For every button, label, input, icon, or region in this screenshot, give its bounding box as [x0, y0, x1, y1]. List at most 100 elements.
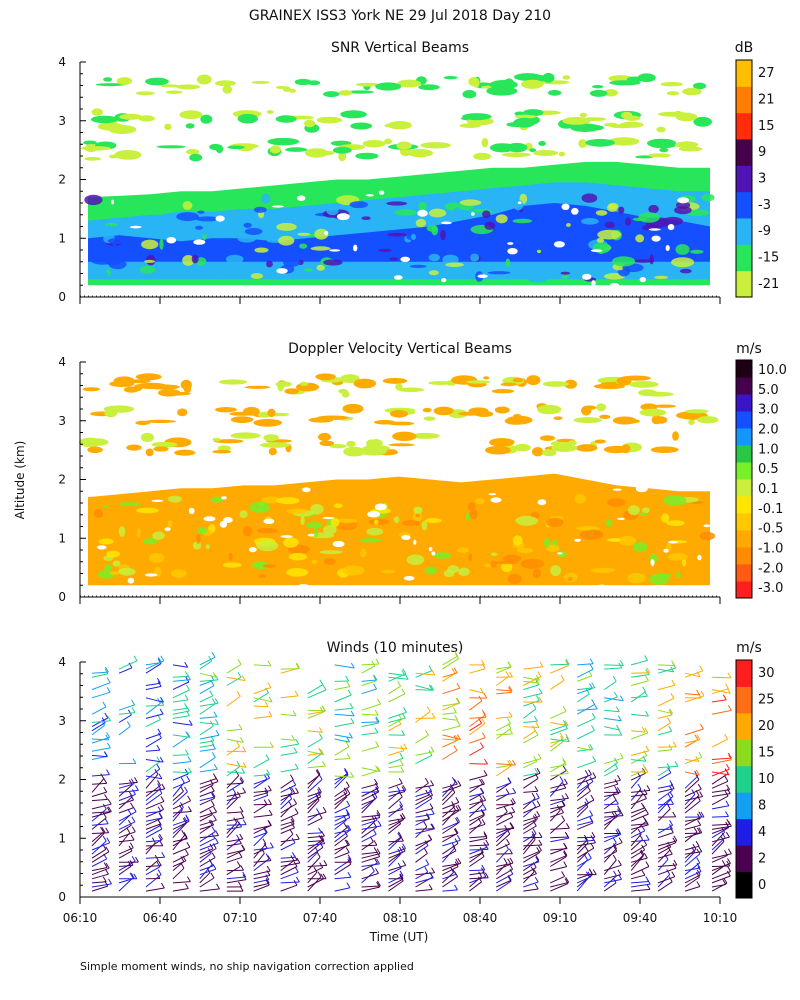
- cloud-patch: [420, 142, 451, 149]
- wind-barb: [684, 851, 702, 855]
- wind-barb: [523, 758, 542, 765]
- wind-barb-flag: [672, 741, 677, 747]
- wind-barb: [496, 843, 510, 851]
- wind-barb-flag: [160, 697, 164, 703]
- wind-barb: [415, 877, 434, 884]
- wind-barb-flag: [615, 706, 620, 713]
- cloud-patch: [382, 377, 408, 384]
- wind-barb-flag: [534, 813, 539, 819]
- cloud-patch: [174, 449, 196, 456]
- wind-barb: [550, 837, 570, 843]
- wind-barb-flag: [129, 872, 134, 879]
- wind-barb-flag: [481, 663, 486, 669]
- wind-barb-flag: [183, 816, 188, 823]
- wind-barb: [577, 688, 593, 695]
- gap: [413, 539, 417, 545]
- gap: [417, 209, 428, 217]
- cloud-patch: [656, 126, 666, 133]
- wind-barb: [469, 846, 487, 855]
- wind-barb: [550, 866, 567, 872]
- gap: [332, 540, 345, 548]
- wind-barb: [711, 862, 731, 872]
- wind-barb: [576, 799, 595, 810]
- wind-barb: [603, 850, 618, 859]
- wind-barb: [415, 791, 432, 797]
- wind-barb: [442, 702, 460, 711]
- wind-barb-flag: [209, 843, 214, 850]
- wind-barb: [630, 793, 644, 810]
- wind-barb-flag: [184, 671, 189, 677]
- cloud-patch: [504, 417, 527, 425]
- wind-barb-flag: [431, 712, 436, 719]
- wind-barb: [226, 775, 240, 789]
- wind-barb: [550, 797, 569, 802]
- wind-barb-flag: [509, 868, 514, 875]
- wind-barb: [280, 743, 299, 748]
- wind-barb: [307, 750, 324, 756]
- y-tick-label: 3: [58, 714, 66, 728]
- wind-barb: [711, 771, 730, 776]
- wind-barb: [496, 782, 512, 789]
- wind-barb-flag: [721, 859, 726, 866]
- cloud-patch: [200, 114, 213, 124]
- gap: [490, 497, 502, 503]
- wind-barb: [253, 882, 270, 888]
- cloud-patch: [462, 90, 477, 99]
- colorbar-swatch: [736, 712, 752, 740]
- colorbar-label: -3.0: [758, 581, 783, 596]
- wind-barb: [118, 781, 138, 785]
- speckle: [378, 248, 392, 252]
- wind-barb-flag: [668, 725, 673, 732]
- wind-barb-flag: [644, 655, 649, 661]
- wind-barb: [550, 762, 566, 773]
- cloud-patch: [395, 383, 403, 391]
- wind-barb: [469, 747, 484, 756]
- wind-barb-flag: [509, 728, 514, 735]
- cloud-patch: [599, 414, 611, 419]
- colorbar-label: 8: [758, 798, 766, 813]
- wind-barb-flag: [612, 676, 617, 682]
- gap: [677, 197, 690, 204]
- wind-barb: [630, 844, 647, 855]
- wind-barb-flag: [539, 661, 544, 668]
- cloud-patch: [138, 115, 155, 122]
- wind-barb-flag: [505, 843, 509, 850]
- wind-barb-flag: [210, 785, 215, 792]
- x-tick-label: 07:40: [303, 911, 338, 925]
- cloud-patch: [532, 447, 544, 457]
- wind-barb: [657, 842, 676, 851]
- wind-barb: [172, 754, 189, 756]
- colorbar-label: 15: [758, 746, 775, 761]
- wind-barb: [711, 759, 732, 765]
- wind-barb-flag: [589, 664, 594, 670]
- wind-barb: [91, 803, 112, 810]
- wind-barb: [442, 863, 459, 867]
- gap: [403, 576, 415, 581]
- gap: [215, 215, 225, 222]
- wind-barb: [684, 771, 700, 776]
- wind-barb-flag: [641, 726, 646, 733]
- cloud-patch: [387, 421, 415, 426]
- cloud-patch: [593, 383, 626, 390]
- wind-barb: [630, 776, 641, 789]
- speckle: [560, 271, 571, 275]
- wind-barb: [657, 867, 677, 876]
- wind-barb: [145, 865, 162, 867]
- doppler-panel: Doppler Velocity Vertical Beams m/s 0123…: [58, 341, 787, 604]
- wind-barb: [469, 822, 482, 834]
- wind-barb-flag: [186, 732, 191, 738]
- wind-barb-flag: [212, 672, 217, 678]
- wind-barb-flag: [216, 883, 220, 890]
- wind-barb-flag: [454, 714, 459, 721]
- wind-barb: [172, 681, 190, 691]
- wind-barb-flag: [375, 658, 380, 665]
- speckle: [428, 270, 439, 276]
- wind-barb: [334, 844, 350, 851]
- wind-barb: [199, 868, 217, 876]
- wind-barb-flag: [100, 826, 104, 833]
- wind-barb: [631, 823, 648, 826]
- speckle: [418, 201, 427, 212]
- wind-barb: [658, 668, 674, 673]
- wind-barb: [307, 856, 321, 871]
- wind-barb-flag: [725, 831, 730, 838]
